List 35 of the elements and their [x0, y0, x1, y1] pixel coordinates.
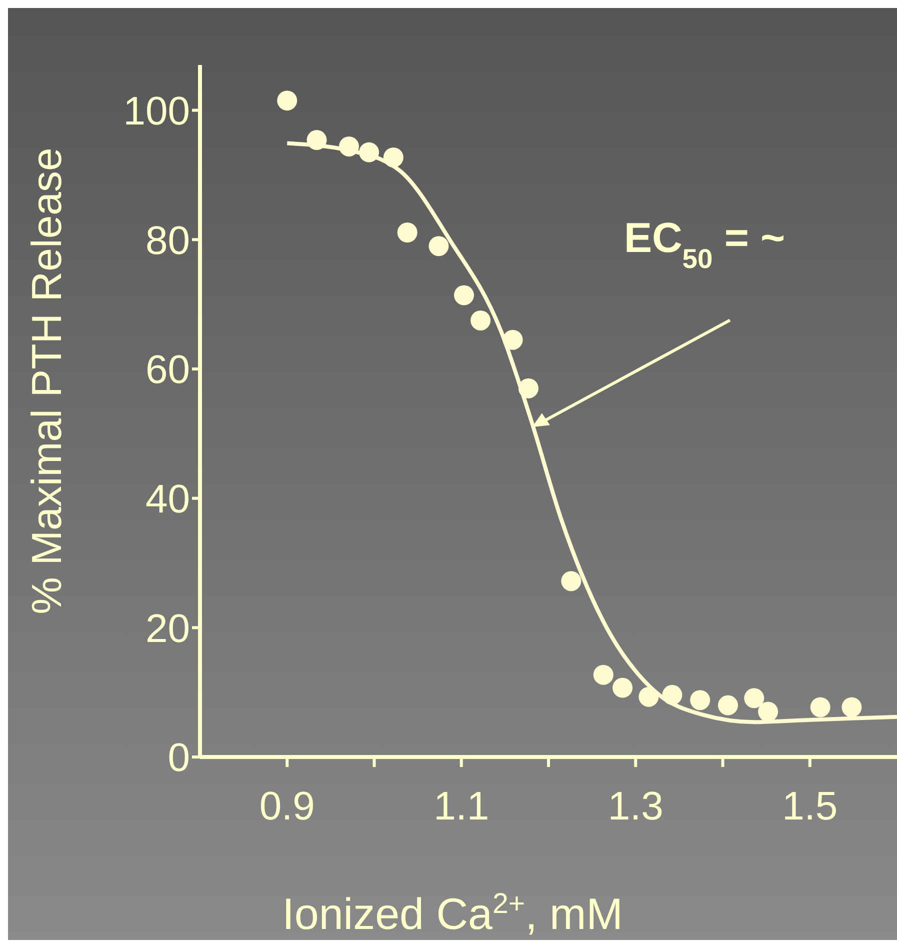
y-tick-label: 100: [123, 89, 190, 134]
point: [718, 695, 738, 716]
x-tick-label: 1.1: [434, 784, 490, 828]
x-tick-label: 1.5: [782, 784, 838, 828]
point: [690, 690, 710, 710]
point: [470, 310, 491, 330]
y-tick-label: 0: [168, 736, 190, 780]
point: [842, 697, 862, 718]
point: [359, 142, 380, 162]
point: [277, 90, 298, 111]
point: [383, 147, 404, 168]
y-tick-label: 80: [146, 218, 190, 263]
point: [428, 236, 449, 256]
point: [338, 136, 359, 156]
x-axis-title: Ionized Ca$^{2+}$, mM: [282, 888, 623, 939]
y-tick-label: 20: [146, 606, 190, 651]
point: [593, 664, 614, 685]
y-axis-title: % Maximal PTH Release: [22, 148, 70, 614]
point: [397, 222, 418, 243]
point: [758, 702, 778, 722]
point: [561, 571, 582, 592]
point: [662, 684, 682, 705]
point: [306, 130, 327, 150]
point: [454, 285, 474, 306]
x-tick-label: 1.3: [608, 784, 664, 828]
point: [518, 378, 538, 398]
y-tick-label: 60: [146, 348, 190, 392]
point: [612, 678, 633, 698]
annotation: EC$_{50}$ = ~: [624, 214, 786, 274]
point: [744, 688, 764, 708]
y-tick-label: 40: [146, 478, 190, 522]
point: [810, 697, 830, 718]
x-tick-label: 0.9: [259, 784, 315, 828]
point: [638, 686, 659, 707]
point: [502, 330, 523, 350]
